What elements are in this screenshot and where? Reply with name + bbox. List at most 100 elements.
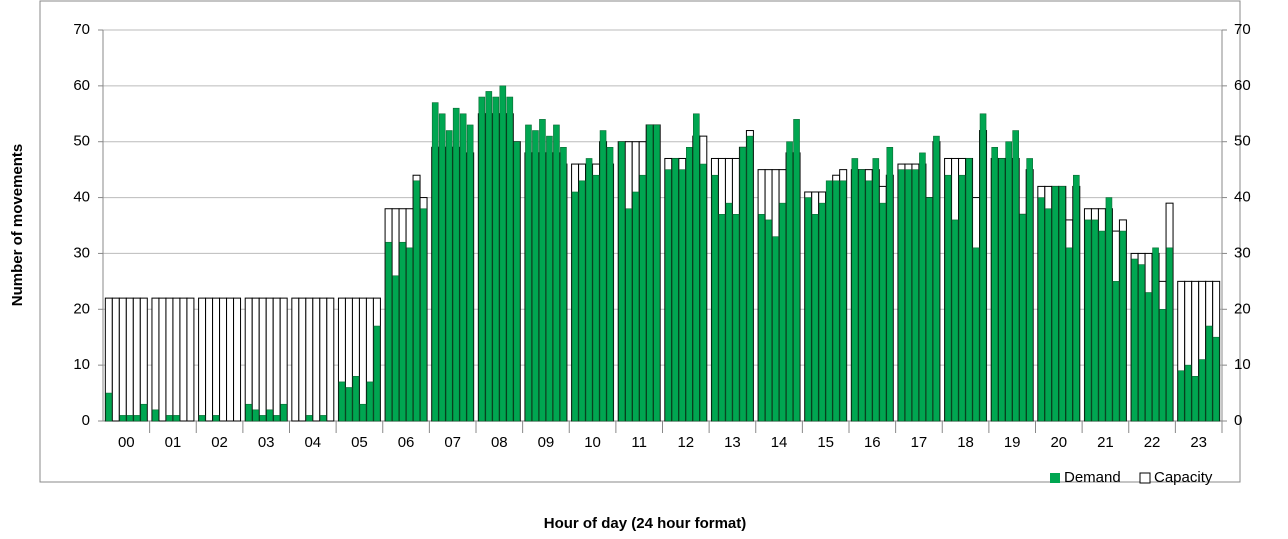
x-tick-label: 11 xyxy=(631,434,647,451)
x-tick-label: 15 xyxy=(817,434,834,451)
x-tick-label: 07 xyxy=(444,434,461,451)
demand-bar xyxy=(1152,247,1159,422)
demand-bar xyxy=(632,191,639,422)
capacity-bar xyxy=(312,297,321,422)
y2-tick-label: 0 xyxy=(1234,412,1242,429)
demand-bar xyxy=(746,135,754,422)
demand-bar xyxy=(804,197,812,422)
x-tick-label: 18 xyxy=(957,434,974,451)
demand-bar xyxy=(392,275,399,422)
capacity-bar xyxy=(118,297,127,422)
demand-bar xyxy=(445,130,453,422)
x-tick-label: 06 xyxy=(398,434,415,451)
x-tick-label: 08 xyxy=(491,434,508,451)
x-tick-label: 14 xyxy=(771,434,788,451)
demand-bar xyxy=(858,169,866,422)
y2-tick-label: 50 xyxy=(1234,133,1251,150)
x-tick-label: 10 xyxy=(584,434,601,451)
demand-bar xyxy=(972,247,980,422)
y-tick-label: 50 xyxy=(73,133,90,150)
demand-bar xyxy=(198,415,206,422)
capacity-bar xyxy=(326,297,335,422)
demand-bar xyxy=(772,236,779,422)
capacity-bar xyxy=(305,297,314,422)
demand-bar xyxy=(173,415,180,422)
y-tick-label: 0 xyxy=(82,412,90,429)
capacity-bar xyxy=(319,297,328,422)
x-tick-label: 04 xyxy=(304,434,321,451)
demand-bar xyxy=(133,415,141,422)
x-tick-label: 05 xyxy=(351,434,368,451)
y-tick-label: 60 xyxy=(73,77,90,94)
capacity-bar xyxy=(165,297,174,422)
demand-bar xyxy=(599,130,607,422)
demand-bar xyxy=(711,174,719,422)
x-tick-label: 17 xyxy=(911,434,928,451)
capacity-bar xyxy=(205,297,214,422)
demand-bar xyxy=(1184,364,1192,422)
y2-tick-label: 10 xyxy=(1234,356,1251,373)
x-tick-label: 20 xyxy=(1050,434,1067,451)
capacity-bar xyxy=(151,297,160,422)
demand-bar xyxy=(825,180,833,422)
x-tick-label: 19 xyxy=(1004,434,1021,451)
capacity-bar xyxy=(265,297,274,422)
capacity-bar xyxy=(179,297,188,422)
demand-bar xyxy=(560,147,567,422)
demand-bar xyxy=(105,392,113,422)
demand-bar xyxy=(126,415,134,422)
y2-tick-label: 20 xyxy=(1234,300,1251,317)
chart-frame xyxy=(39,0,1241,483)
capacity-bar xyxy=(233,297,242,422)
capacity-bar xyxy=(172,297,181,422)
capacity-bar xyxy=(279,297,288,422)
demand-bar xyxy=(951,219,959,422)
capacity-bar xyxy=(272,297,281,422)
x-tick-label: 13 xyxy=(724,434,741,451)
demand-bar xyxy=(1159,308,1166,422)
demand-bar xyxy=(1177,370,1185,422)
demand-bar xyxy=(320,415,327,422)
demand-bar xyxy=(1205,325,1213,422)
legend-swatch xyxy=(1050,473,1060,483)
x-tick-label: 22 xyxy=(1144,434,1161,451)
demand-bar xyxy=(879,202,887,422)
demand-bar xyxy=(739,147,747,422)
y-tick-label: 70 xyxy=(73,21,90,38)
demand-bar xyxy=(245,403,253,422)
demand-bar xyxy=(359,403,367,422)
demand-bar xyxy=(919,152,926,422)
capacity-bar xyxy=(258,297,267,422)
demand-bar xyxy=(1138,264,1145,422)
demand-bar xyxy=(672,158,679,422)
demand-bar xyxy=(811,214,819,422)
demand-bar xyxy=(352,376,360,422)
x-tick-label: 00 xyxy=(118,434,135,451)
demand-bar xyxy=(485,91,493,422)
demand-bar xyxy=(452,107,460,422)
demand-bar xyxy=(839,180,847,422)
y-tick-label: 40 xyxy=(73,189,90,206)
demand-bar xyxy=(872,158,880,422)
demand-bar xyxy=(1038,197,1045,422)
demand-bar xyxy=(466,124,474,422)
demand-bar xyxy=(665,169,672,422)
demand-bar xyxy=(166,415,173,422)
demand-bar xyxy=(725,202,733,422)
demand-bar xyxy=(399,241,406,422)
demand-bar xyxy=(492,96,500,422)
demand-bar xyxy=(1091,219,1099,422)
demand-bar xyxy=(1012,130,1019,422)
demand-bar xyxy=(366,381,374,422)
demand-bar xyxy=(1005,141,1012,422)
y2-tick-label: 60 xyxy=(1234,77,1251,94)
demand-bar xyxy=(420,208,427,422)
y-axis-label: Number of movements xyxy=(9,144,26,307)
demand-bar xyxy=(1105,197,1113,422)
demand-bar xyxy=(765,219,772,422)
demand-bar xyxy=(1131,258,1138,422)
x-tick-label: 09 xyxy=(538,434,555,451)
legend-swatch xyxy=(1139,472,1151,484)
demand-bar xyxy=(832,180,840,422)
capacity-bar xyxy=(111,297,120,422)
